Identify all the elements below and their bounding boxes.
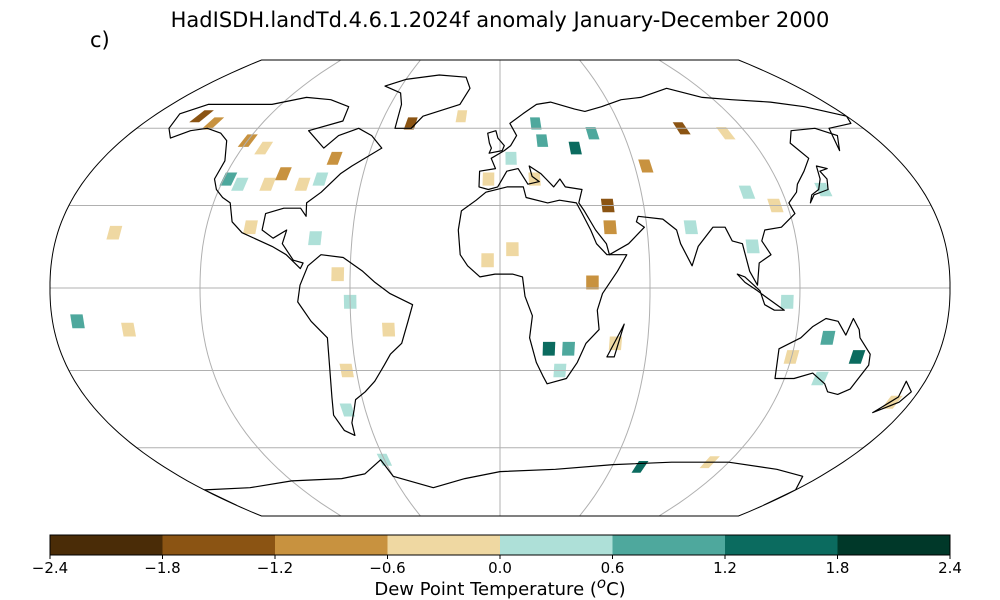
grid-cell-32: [683, 220, 698, 235]
coastline-greenland: [384, 74, 471, 129]
grid-cell-37: [506, 242, 519, 257]
grid-cell-20: [530, 117, 542, 130]
grid-cell-17: [339, 403, 356, 417]
coastline-japan: [809, 165, 829, 204]
grid-cell-21: [536, 134, 549, 147]
grid-cell-1: [201, 117, 225, 130]
grid-cell-23: [482, 172, 495, 186]
panel-label: c): [90, 28, 110, 52]
grid-cell-41: [562, 341, 575, 356]
coastline-indonesia: [736, 273, 785, 311]
grid-cell-25: [568, 141, 582, 155]
colorbar-label: Dew Point Temperature (oC): [0, 574, 1000, 600]
grid-cell-45: [820, 330, 836, 345]
map-boundary: [49, 59, 951, 517]
colorbar-tick-label: 2.4: [938, 559, 962, 574]
colorbar-segment-3: [387, 535, 500, 555]
coastline-south-america: [297, 254, 414, 436]
grid-cell-5: [231, 177, 249, 191]
coastline-africa: [457, 186, 628, 385]
grid-cell-51: [70, 314, 85, 329]
colorbar-tick-label: 0.0: [488, 559, 512, 574]
grid-cell-33: [738, 185, 756, 199]
colorbar-label-text: Dew Point Temperature (: [374, 579, 597, 600]
colorbar: −2.4 −1.8 −1.2 −0.6 0.0 0.6 1.2 1.8 2.4: [32, 534, 962, 574]
coastline-madagascar: [606, 323, 625, 358]
grid-cell-54: [631, 461, 649, 473]
grid-cell-46: [848, 350, 866, 364]
chart-title: HadISDH.landTd.4.6.1.2024f anomaly Janua…: [170, 8, 830, 32]
colorbar-segment-7: [837, 535, 950, 555]
grid-cell-50: [121, 322, 136, 337]
colorbar-segment-2: [275, 535, 388, 555]
coastline-antarctica: [203, 459, 804, 506]
grid-cell-11: [243, 220, 258, 235]
grid-cell-31: [716, 127, 736, 140]
grid-cell-8: [294, 177, 311, 191]
grid-cell-19: [455, 110, 468, 123]
grid-cell-39: [586, 275, 599, 290]
grid-cell-28: [603, 220, 617, 235]
grid-cell-6: [259, 177, 276, 191]
colorbar-segment-5: [612, 535, 725, 555]
colorbar-segment-4: [500, 535, 613, 555]
grid-cell-4: [219, 172, 238, 186]
colorbar-segment-0: [50, 535, 163, 555]
coastline-north-america: [168, 96, 383, 270]
grid-cell-38: [481, 253, 494, 268]
grid-cell-44: [780, 294, 794, 309]
grid-cell-10: [326, 151, 343, 165]
coastline-eurasia: [478, 87, 852, 286]
grid-cell-15: [382, 322, 396, 337]
grid-cell-7: [275, 167, 292, 181]
graticule: [50, 60, 950, 516]
grid-cell-18: [403, 117, 418, 130]
coastline-australia: [774, 317, 871, 395]
grid-cell-9: [312, 172, 329, 186]
grid-cell-22: [505, 151, 517, 165]
grid-cell-3: [254, 141, 274, 155]
colorbar-tick-label: −0.6: [369, 559, 405, 574]
grid-cell-0: [189, 110, 214, 123]
coastline-uk: [487, 130, 505, 154]
coastlines: [168, 74, 912, 506]
grid-cell-29: [638, 159, 654, 173]
grid-cell-52: [106, 225, 123, 240]
colorbar-label-sup: o: [596, 574, 607, 592]
world-map: [49, 59, 951, 517]
colorbar-tick-label: 0.6: [601, 559, 625, 574]
grid-cell-36: [745, 239, 760, 254]
grid-cell-49: [881, 395, 903, 409]
colorbar-tick-label: −1.8: [144, 559, 180, 574]
grid-cell-26: [585, 127, 600, 140]
coastline-new-zealand: [872, 380, 912, 414]
colorbar-label-tail: C): [606, 579, 626, 600]
anomaly-cells: [70, 110, 903, 473]
grid-cell-13: [331, 267, 345, 282]
colorbar-tick-label: −2.4: [32, 559, 68, 574]
colorbar-tick-label: −1.2: [257, 559, 293, 574]
grid-cell-12: [308, 231, 322, 246]
colorbar-segment-1: [162, 535, 275, 555]
colorbar-tick-label: 1.8: [826, 559, 850, 574]
colorbar-tick-label: 1.2: [713, 559, 737, 574]
colorbar-segment-6: [725, 535, 838, 555]
grid-cell-40: [542, 341, 556, 356]
